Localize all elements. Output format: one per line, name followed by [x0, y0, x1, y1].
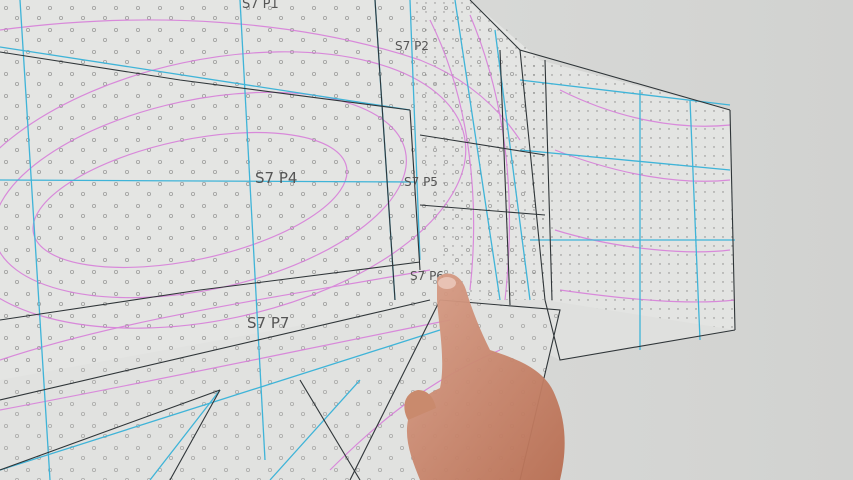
panel-label-s7p6: S7 P6 [410, 269, 444, 283]
pointing-hand [404, 273, 565, 480]
panel-label-s7p2: S7 P2 [395, 39, 429, 53]
right-sheet [440, 55, 735, 360]
panel-labels: S7 P1 S7 P2 S7 P4 S7 P5 S7 P6 S7 P7 [242, 0, 444, 332]
seam-lines [0, 0, 736, 480]
panel-label-s7p1: S7 P1 [242, 0, 279, 12]
panel-label-s7p7: S7 P7 [247, 314, 289, 332]
inner-sheet [410, 0, 552, 300]
panel-label-s7p4: S7 P4 [255, 169, 297, 187]
contour-lines [0, 14, 736, 471]
panel-label-s7p5: S7 P5 [404, 175, 438, 189]
